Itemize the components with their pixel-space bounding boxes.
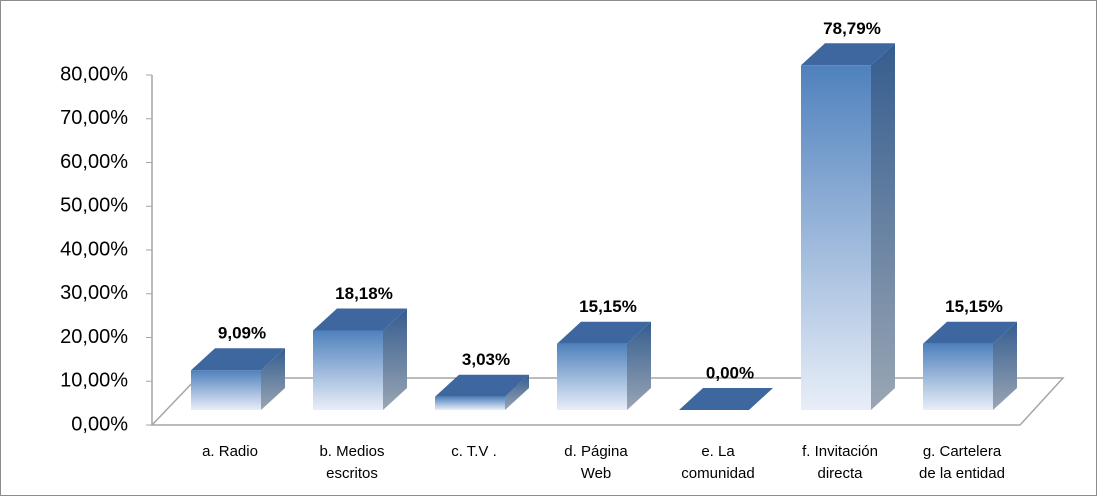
- value-label: 15,15%: [579, 297, 637, 316]
- bar: [557, 343, 627, 410]
- bar-top: [435, 374, 529, 397]
- x-tick-label: c. T.V .: [451, 443, 497, 460]
- x-tick-line: e. La: [701, 443, 735, 460]
- x-tick-line: escritos: [326, 465, 378, 482]
- x-tick-line: d. Página: [564, 443, 628, 460]
- bar-side: [261, 348, 285, 410]
- x-tick-label: e. La comunidad: [681, 443, 754, 482]
- x-tick-label: g. Cartelera de la entidad: [919, 443, 1005, 482]
- y-tick-label: 70,00%: [60, 107, 128, 129]
- x-tick-line: Web: [581, 465, 612, 482]
- x-tick-line: directa: [817, 465, 863, 482]
- bar: [191, 370, 261, 410]
- x-tick-line: de la entidad: [919, 465, 1005, 482]
- value-label: 78,79%: [823, 19, 881, 38]
- x-tick-line: g. Cartelera: [923, 443, 1002, 460]
- bar-top: [801, 43, 895, 66]
- y-tick-label: 30,00%: [60, 282, 128, 304]
- value-label: 9,09%: [218, 324, 266, 343]
- x-tick-line: c. T.V .: [451, 443, 497, 460]
- value-label: 0,00%: [706, 363, 754, 382]
- bar-side: [383, 308, 407, 410]
- floor: [150, 377, 1065, 426]
- y-tick-label: 40,00%: [60, 238, 128, 260]
- bar: [313, 330, 383, 410]
- y-tick-label: 20,00%: [60, 326, 128, 348]
- x-tick-line: b. Medios: [319, 443, 384, 460]
- value-label: 3,03%: [462, 350, 510, 369]
- bar-top: [313, 308, 407, 331]
- y-tick-label: 0,00%: [71, 413, 128, 435]
- bar-side: [993, 321, 1017, 410]
- bar: [801, 65, 871, 410]
- bar-top: [679, 388, 773, 410]
- x-tick-line: comunidad: [681, 465, 754, 482]
- bar: [435, 396, 505, 410]
- x-tick-label: f. Invitación directa: [802, 443, 878, 482]
- bar-side: [627, 321, 651, 410]
- bar-side: [505, 374, 529, 410]
- x-tick-label: b. Medios escritos: [319, 443, 384, 482]
- value-label: 18,18%: [335, 284, 393, 303]
- bar-side: [871, 43, 895, 410]
- bar-top: [923, 321, 1017, 344]
- bar-top: [191, 348, 285, 371]
- y-tick-label: 50,00%: [60, 195, 128, 217]
- y-tick-label: 80,00%: [60, 63, 128, 85]
- bar: [923, 343, 993, 410]
- x-tick-line: a. Radio: [202, 443, 258, 460]
- y-tick-label: 10,00%: [60, 370, 128, 392]
- x-tick-label: a. Radio: [202, 443, 258, 460]
- y-tick-label: 60,00%: [60, 151, 128, 173]
- x-tick-label: d. Página Web: [564, 443, 628, 482]
- x-tick-line: f. Invitación: [802, 443, 878, 460]
- bar-top: [557, 321, 651, 344]
- value-label: 15,15%: [945, 297, 1003, 316]
